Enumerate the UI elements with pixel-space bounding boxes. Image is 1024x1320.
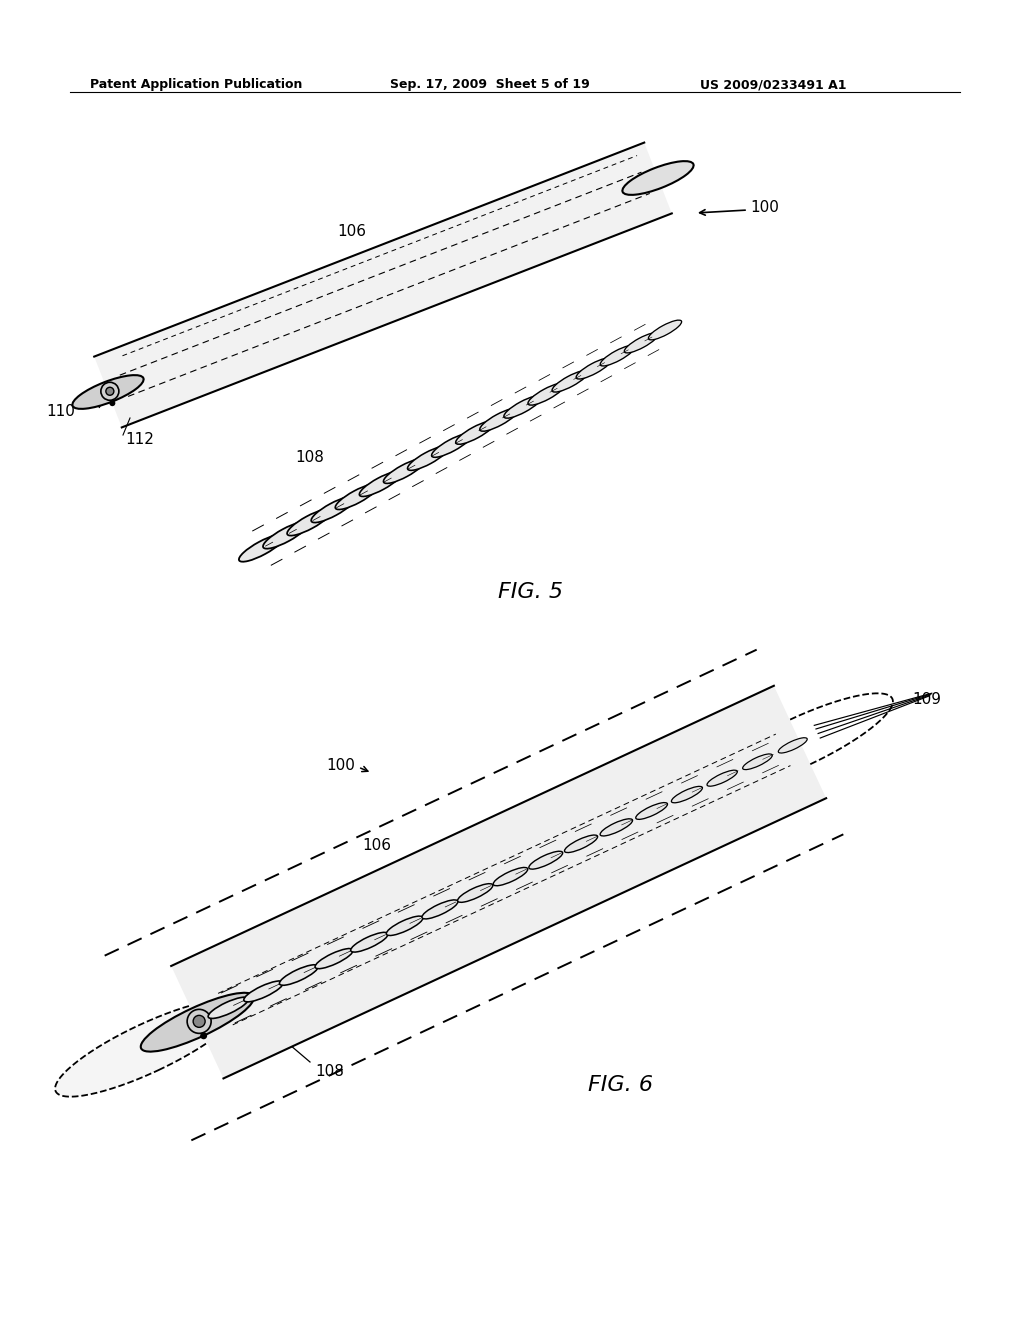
Text: 100: 100 xyxy=(750,201,779,215)
Ellipse shape xyxy=(742,754,772,770)
Ellipse shape xyxy=(244,981,284,1002)
Ellipse shape xyxy=(480,408,518,432)
Text: FIG. 5: FIG. 5 xyxy=(498,582,562,602)
Ellipse shape xyxy=(239,535,285,562)
Text: 108: 108 xyxy=(295,450,324,466)
Polygon shape xyxy=(94,143,672,428)
Ellipse shape xyxy=(315,949,353,969)
Ellipse shape xyxy=(335,484,379,510)
Text: 109: 109 xyxy=(912,693,941,708)
Ellipse shape xyxy=(458,883,493,903)
Ellipse shape xyxy=(311,496,355,523)
Circle shape xyxy=(194,1015,205,1027)
Text: FIG. 6: FIG. 6 xyxy=(588,1074,652,1096)
Ellipse shape xyxy=(140,993,254,1052)
Ellipse shape xyxy=(600,818,633,836)
Ellipse shape xyxy=(287,510,332,536)
Ellipse shape xyxy=(778,738,807,752)
Ellipse shape xyxy=(422,900,458,919)
Circle shape xyxy=(200,1032,207,1039)
Ellipse shape xyxy=(636,803,668,820)
Circle shape xyxy=(110,400,116,407)
Text: 100: 100 xyxy=(326,758,355,772)
Ellipse shape xyxy=(625,333,658,352)
Ellipse shape xyxy=(456,421,495,445)
Ellipse shape xyxy=(359,471,401,496)
Text: Patent Application Publication: Patent Application Publication xyxy=(90,78,302,91)
Ellipse shape xyxy=(408,446,449,470)
Text: 112: 112 xyxy=(125,433,154,447)
Ellipse shape xyxy=(623,161,693,195)
Text: Sep. 17, 2009  Sheet 5 of 19: Sep. 17, 2009 Sheet 5 of 19 xyxy=(390,78,590,91)
Ellipse shape xyxy=(648,321,682,339)
Ellipse shape xyxy=(707,770,737,787)
Ellipse shape xyxy=(263,521,308,549)
Ellipse shape xyxy=(672,787,702,803)
Ellipse shape xyxy=(528,383,565,405)
Ellipse shape xyxy=(208,997,249,1019)
Polygon shape xyxy=(171,686,826,1078)
Text: 106: 106 xyxy=(362,837,391,853)
Text: 110: 110 xyxy=(46,404,75,420)
Circle shape xyxy=(105,387,114,395)
Ellipse shape xyxy=(577,358,611,379)
Ellipse shape xyxy=(280,965,318,985)
Text: US 2009/0233491 A1: US 2009/0233491 A1 xyxy=(700,78,847,91)
Ellipse shape xyxy=(528,851,563,869)
Ellipse shape xyxy=(431,433,472,457)
Ellipse shape xyxy=(55,999,241,1097)
Ellipse shape xyxy=(383,458,425,483)
Text: 106: 106 xyxy=(338,224,367,239)
Ellipse shape xyxy=(564,836,598,853)
Ellipse shape xyxy=(552,371,589,392)
Ellipse shape xyxy=(350,932,388,952)
Ellipse shape xyxy=(386,916,423,936)
Ellipse shape xyxy=(504,396,542,418)
Ellipse shape xyxy=(494,867,527,886)
Text: 108: 108 xyxy=(315,1064,344,1080)
Ellipse shape xyxy=(73,375,143,409)
Ellipse shape xyxy=(600,346,635,366)
